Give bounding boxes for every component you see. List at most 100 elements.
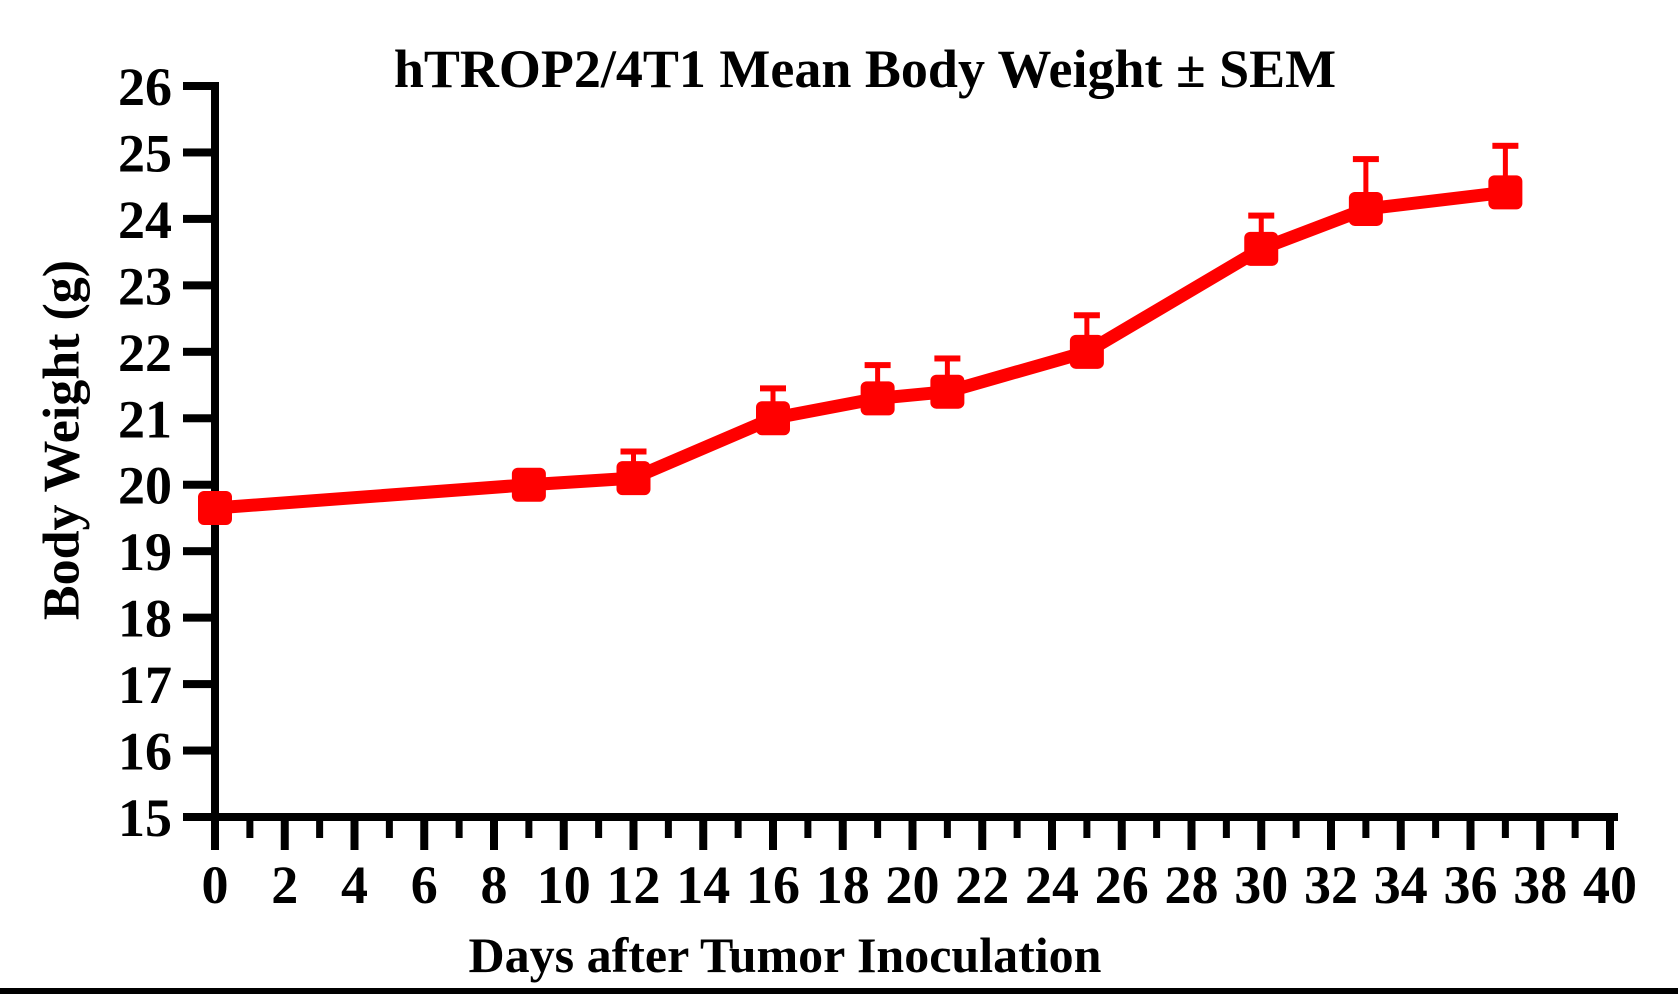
error-bar-stem	[1363, 159, 1369, 209]
error-bar-cap	[864, 362, 891, 369]
data-point-marker	[511, 467, 546, 502]
error-bar-cap	[1073, 312, 1100, 319]
x-tick-label: 20	[886, 855, 940, 915]
x-major-tick	[1466, 821, 1475, 850]
y-tick	[183, 148, 211, 157]
data-point-marker	[198, 490, 232, 525]
x-tick-label: 18	[816, 855, 870, 915]
data-point-marker	[860, 381, 895, 416]
x-major-tick	[1187, 821, 1196, 850]
y-tick	[183, 547, 211, 556]
x-tick-label: 22	[955, 855, 1009, 915]
x-major-tick	[1396, 821, 1405, 850]
x-major-tick	[280, 821, 289, 850]
x-major-tick	[1606, 821, 1614, 850]
y-tick	[183, 746, 211, 755]
x-major-tick	[978, 821, 987, 850]
x-minor-tick	[595, 821, 603, 838]
x-major-tick	[838, 821, 847, 850]
x-major-tick	[1327, 821, 1335, 850]
x-tick-label: 2	[271, 855, 298, 915]
y-tick-label: 26	[118, 57, 172, 117]
y-tick	[183, 613, 211, 622]
data-point-marker	[616, 461, 651, 496]
error-bar-stem	[1084, 315, 1090, 352]
y-tick	[183, 414, 211, 423]
x-major-tick	[629, 821, 638, 850]
x-minor-tick	[385, 821, 393, 838]
chart-title: hTROP2/4T1 Mean Body Weight ± SEM	[393, 39, 1337, 99]
y-axis-label: Body Weight (g)	[33, 259, 91, 621]
y-tick-label: 16	[118, 722, 172, 782]
y-tick-label: 18	[118, 589, 172, 649]
x-major-tick	[211, 821, 219, 850]
x-tick-label: 16	[746, 855, 800, 915]
x-minor-tick	[1083, 821, 1091, 838]
x-minor-tick	[874, 821, 882, 838]
x-major-tick	[699, 821, 708, 850]
x-minor-tick	[1571, 821, 1579, 838]
x-minor-tick	[1153, 821, 1161, 838]
error-bar-stem	[1502, 145, 1508, 193]
x-tick-label: 24	[1025, 855, 1079, 915]
x-major-tick	[350, 821, 359, 850]
y-tick-label: 24	[118, 190, 172, 250]
x-minor-tick	[1501, 821, 1509, 838]
error-bar-cap	[1248, 212, 1275, 219]
error-bar-cap	[620, 448, 647, 455]
x-tick-label: 28	[1165, 855, 1219, 915]
x-major-tick	[908, 821, 917, 850]
x-minor-tick	[316, 821, 324, 838]
x-minor-tick	[943, 821, 951, 838]
series-line	[214, 185, 1507, 515]
y-tick	[183, 82, 211, 90]
x-tick-label: 0	[202, 855, 229, 915]
y-tick	[183, 347, 211, 356]
y-tick-label: 19	[118, 522, 172, 582]
x-minor-tick	[1013, 821, 1021, 838]
x-tick-label: 14	[676, 855, 730, 915]
y-tick-label: 17	[118, 655, 172, 715]
y-tick	[183, 680, 211, 689]
data-series	[198, 142, 1523, 525]
x-tick-label: 40	[1583, 855, 1637, 915]
y-tick-label: 22	[118, 323, 172, 383]
x-tick-label: 8	[481, 855, 508, 915]
x-minor-tick	[804, 821, 812, 838]
data-point-marker	[1244, 231, 1279, 266]
x-axis: 0 2 4 6 8 10 12 14 16 18 20 22 24 26 28 30 32 34 36 38 40	[202, 813, 1637, 915]
x-tick-label: 34	[1374, 855, 1428, 915]
x-tick-label: 26	[1095, 855, 1149, 915]
x-tick-label: 6	[411, 855, 438, 915]
data-point-marker	[930, 374, 965, 409]
x-minor-tick	[246, 821, 254, 838]
x-major-tick	[1048, 821, 1056, 850]
x-major-tick	[1257, 821, 1266, 850]
error-bar-cap	[1352, 156, 1379, 163]
data-point-marker	[756, 401, 790, 436]
x-major-tick	[490, 821, 498, 850]
y-tick-label: 20	[118, 456, 172, 516]
y-tick	[183, 813, 211, 821]
x-minor-tick	[1292, 821, 1300, 838]
y-tick-label: 23	[118, 256, 172, 316]
x-minor-tick	[1432, 821, 1440, 838]
y-tick	[183, 281, 211, 290]
y-tick-label: 21	[118, 389, 172, 449]
x-minor-tick	[1222, 821, 1230, 838]
x-major-tick	[420, 821, 429, 850]
x-minor-tick	[734, 821, 742, 838]
data-point-marker	[1488, 175, 1523, 210]
x-tick-label: 4	[341, 855, 368, 915]
y-tick-label: 15	[118, 788, 172, 848]
x-tick-label: 32	[1304, 855, 1358, 915]
x-major-tick	[1117, 821, 1126, 850]
x-tick-label: 12	[607, 855, 661, 915]
y-tick-label: 25	[118, 123, 172, 183]
series-markers	[198, 175, 1523, 525]
x-major-tick	[1536, 821, 1545, 850]
x-major-tick	[559, 821, 568, 850]
